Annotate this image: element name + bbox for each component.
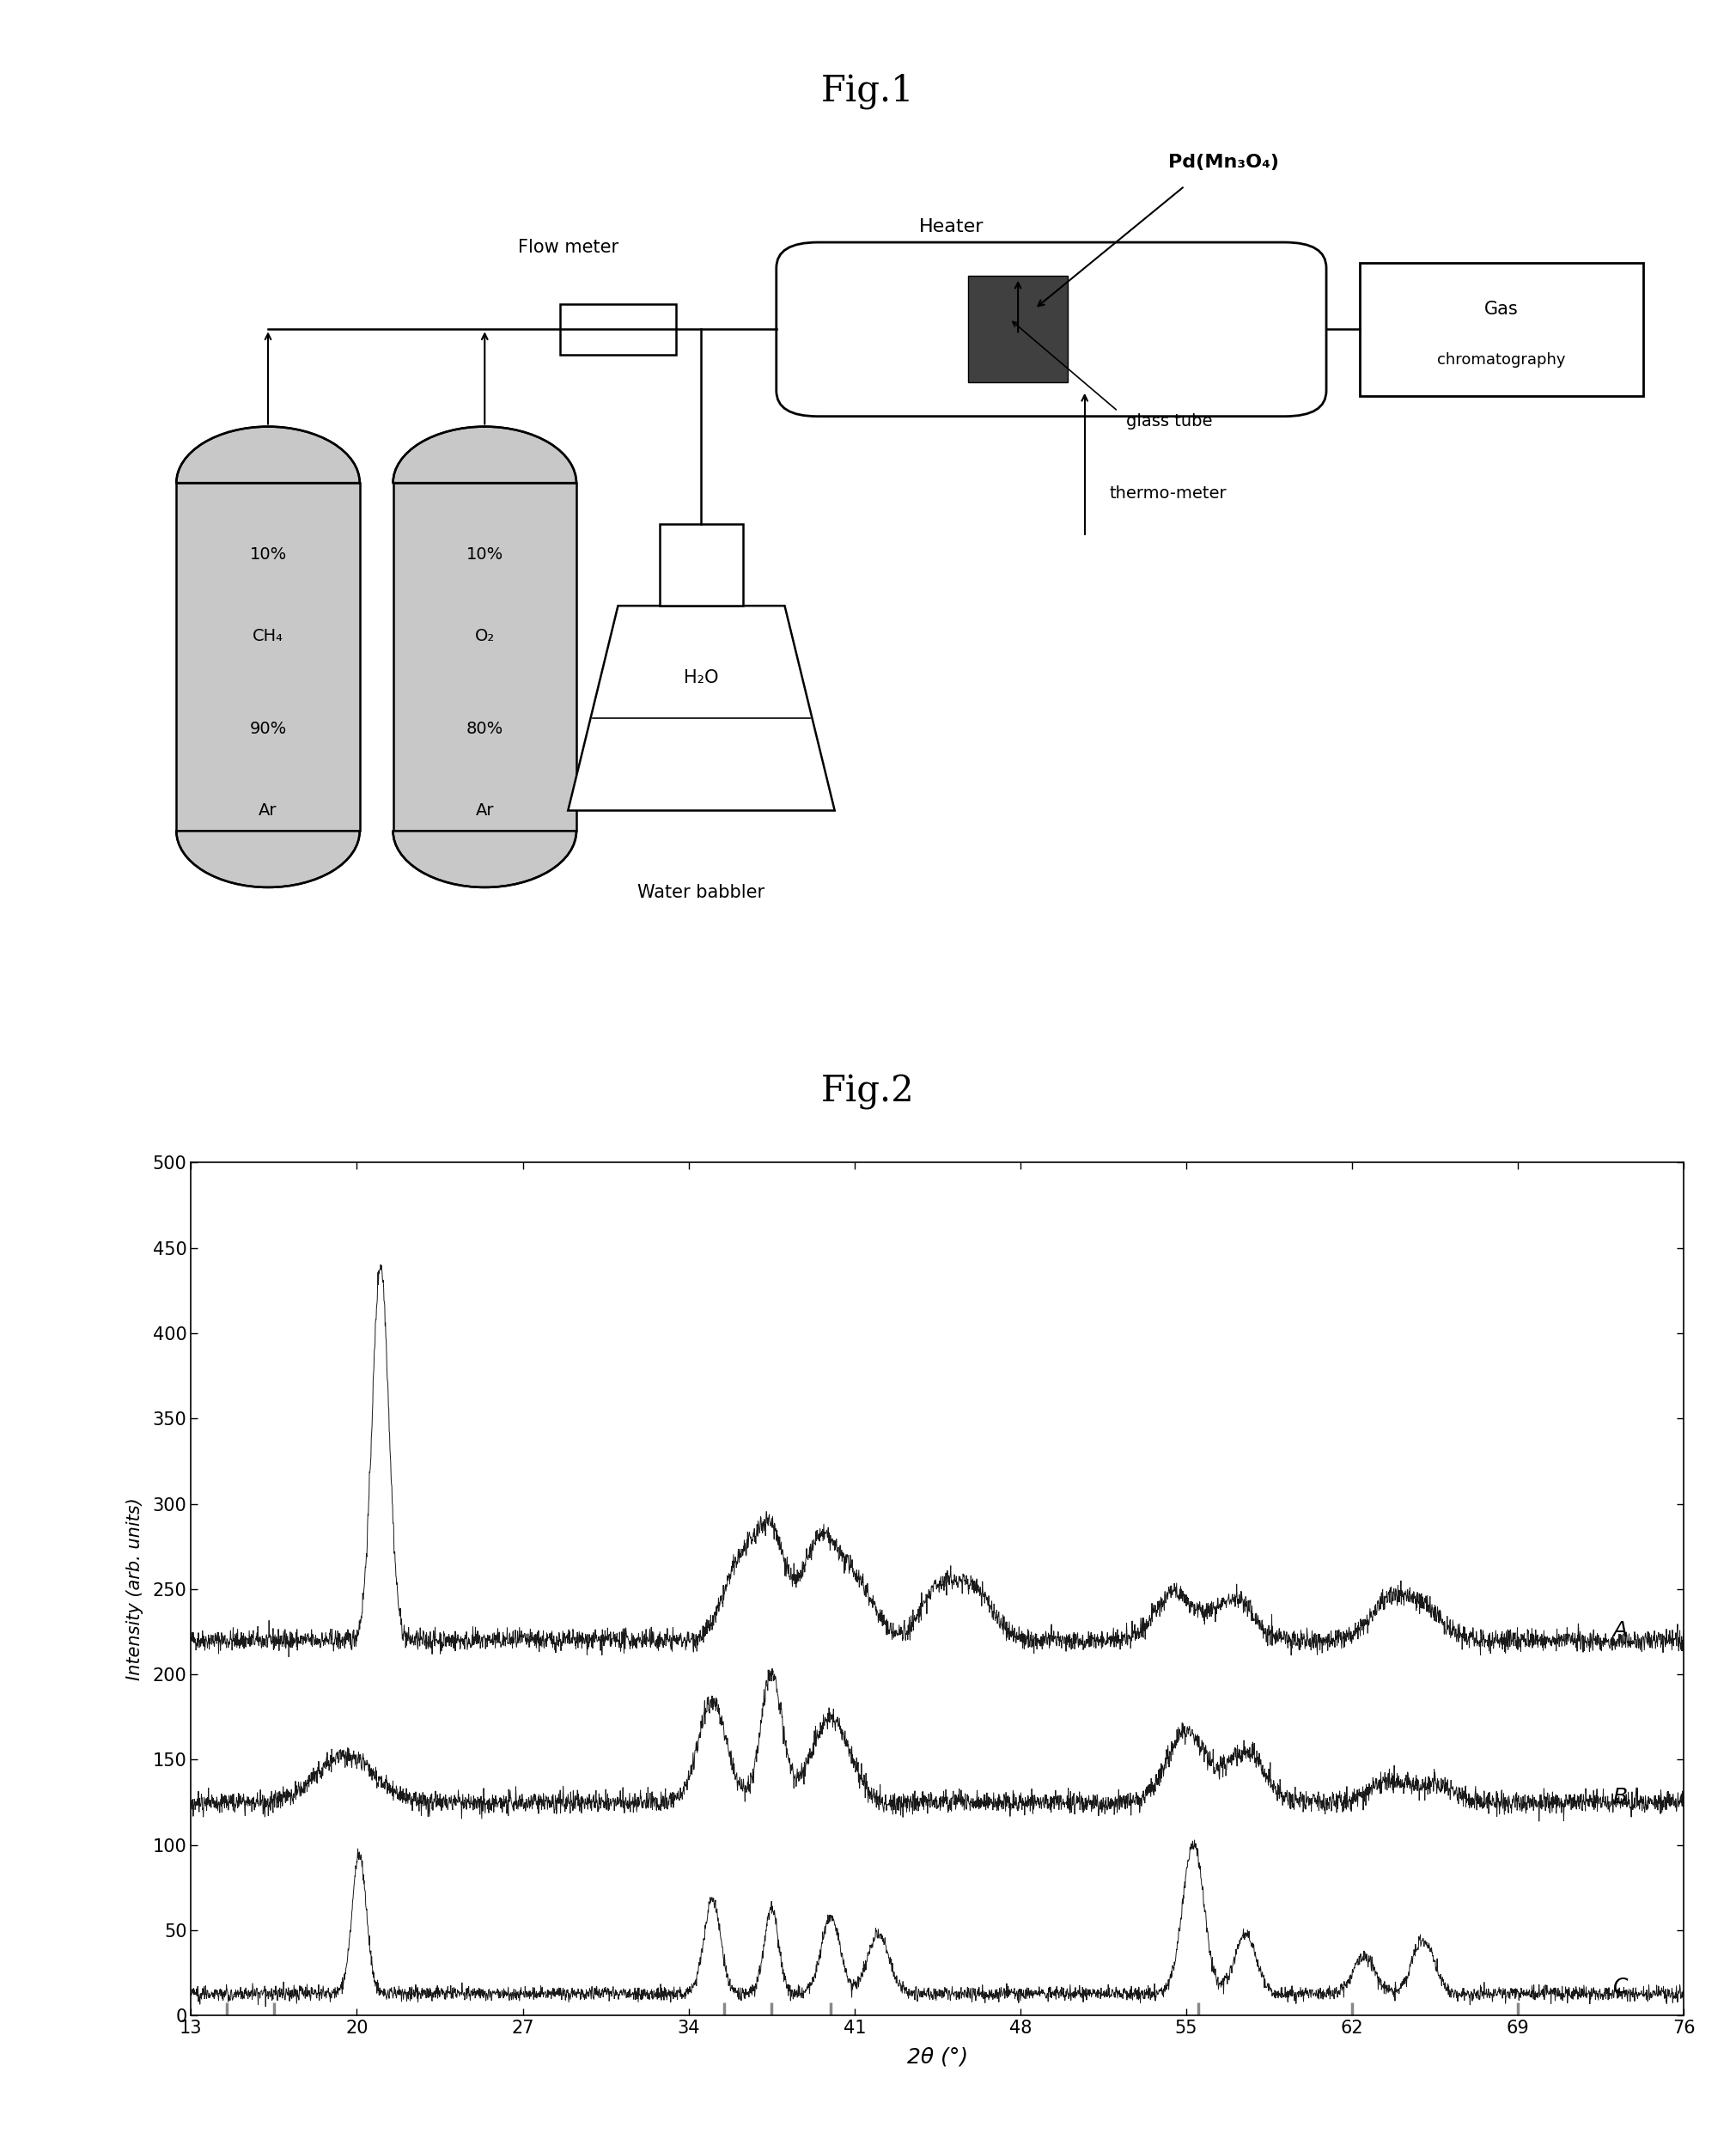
Wedge shape bbox=[177, 832, 359, 887]
Text: 10%: 10% bbox=[465, 546, 503, 563]
Text: Ar: Ar bbox=[259, 802, 278, 819]
Bar bbox=[177, 482, 359, 832]
X-axis label: 2θ (°): 2θ (°) bbox=[906, 2046, 969, 2067]
Text: Heater: Heater bbox=[918, 218, 984, 235]
Text: Gas: Gas bbox=[1484, 301, 1519, 318]
Wedge shape bbox=[392, 832, 576, 887]
Bar bbox=[660, 525, 743, 606]
Text: H₂O: H₂O bbox=[684, 670, 719, 687]
Bar bbox=[559, 303, 677, 354]
Text: C: C bbox=[1613, 1977, 1628, 1996]
Text: Fig.2: Fig.2 bbox=[821, 1075, 915, 1109]
Text: B: B bbox=[1613, 1787, 1628, 1807]
Bar bbox=[1359, 262, 1642, 397]
Text: Pd(Mn₃O₄): Pd(Mn₃O₄) bbox=[1168, 154, 1279, 171]
Text: Flow meter: Flow meter bbox=[517, 239, 618, 256]
Y-axis label: Intensity (arb. units): Intensity (arb. units) bbox=[127, 1497, 142, 1681]
Text: 80%: 80% bbox=[465, 721, 503, 736]
Text: thermo-meter: thermo-meter bbox=[1109, 484, 1227, 501]
Bar bbox=[969, 275, 1068, 382]
Text: Water babbler: Water babbler bbox=[637, 883, 766, 900]
FancyBboxPatch shape bbox=[776, 243, 1326, 416]
Text: glass tube: glass tube bbox=[1127, 414, 1213, 429]
Text: A: A bbox=[1613, 1619, 1628, 1640]
Wedge shape bbox=[177, 427, 359, 482]
Text: Fig.1: Fig.1 bbox=[821, 73, 915, 109]
Bar bbox=[392, 482, 576, 832]
Wedge shape bbox=[392, 427, 576, 482]
Text: chromatography: chromatography bbox=[1437, 352, 1566, 367]
Text: O₂: O₂ bbox=[474, 629, 495, 644]
Text: CH₄: CH₄ bbox=[253, 629, 283, 644]
Text: Ar: Ar bbox=[476, 802, 495, 819]
Text: 10%: 10% bbox=[250, 546, 286, 563]
Text: 90%: 90% bbox=[250, 721, 286, 736]
Polygon shape bbox=[568, 606, 835, 811]
